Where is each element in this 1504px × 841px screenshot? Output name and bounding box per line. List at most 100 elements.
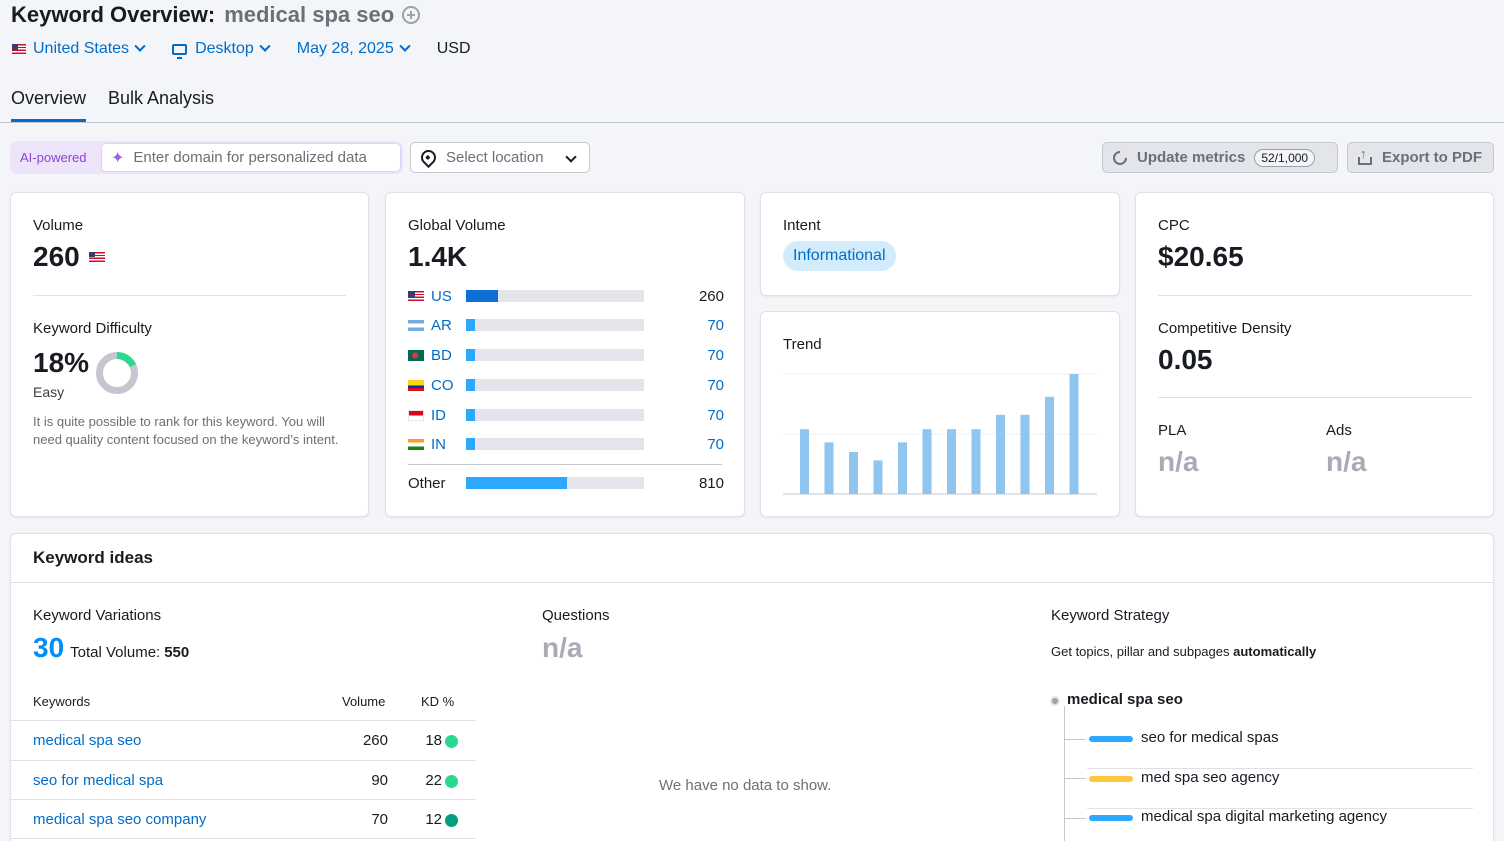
ar-flag-icon	[408, 319, 424, 331]
strategy-item[interactable]: seo for medical spas	[1089, 719, 1473, 759]
trend-bar[interactable]	[947, 429, 956, 494]
tab-bulk-analysis[interactable]: Bulk Analysis	[108, 88, 215, 108]
kd-donut-fill	[96, 352, 138, 394]
intent-label: Intent	[783, 217, 821, 234]
location-placeholder: Select location	[446, 149, 544, 166]
strategy-item-label: med spa seo agency	[1141, 769, 1280, 786]
tree-connector	[1064, 818, 1086, 819]
strategy-root[interactable]: medical spa seo	[1067, 691, 1183, 708]
date-select[interactable]: May 28, 2025	[296, 40, 411, 58]
id-flag-icon	[408, 409, 424, 421]
kd-value: 18%	[33, 347, 90, 378]
us-flag-icon	[88, 251, 105, 263]
keyword-kd: 12	[425, 811, 442, 828]
trend-card: Trend	[760, 311, 1120, 517]
update-metrics-button[interactable]: Update metrics 52/1,000	[1102, 142, 1338, 173]
pla-value: n/a	[1158, 446, 1199, 477]
country-label: United States	[33, 40, 130, 57]
country-row-other: Other 810	[408, 474, 724, 492]
global-volume-card: Global Volume 1.4K US 260 AR 70 BD 70 CO…	[385, 192, 745, 517]
intent-badge[interactable]: Informational	[783, 241, 896, 271]
keyword-link[interactable]: medical spa seo company	[33, 811, 207, 828]
ai-powered-tag: AI-powered	[20, 150, 87, 165]
country-code: ID	[431, 406, 446, 424]
volume-value-wrap: 260	[33, 241, 112, 273]
update-metrics-label: Update metrics	[1137, 149, 1246, 166]
location-pin-icon	[417, 146, 440, 169]
variations-label[interactable]: Keyword Variations	[33, 607, 162, 624]
country-select[interactable]: United States	[12, 40, 146, 58]
trend-bar[interactable]	[849, 452, 858, 494]
trend-bar[interactable]	[922, 429, 932, 494]
desktop-icon	[172, 43, 188, 59]
strategy-item[interactable]: medical spa digital marketing agency	[1089, 798, 1473, 838]
page-title-keyword: medical spa seo	[224, 2, 395, 27]
device-select[interactable]: Desktop	[172, 40, 271, 59]
country-volume: 70	[707, 316, 724, 334]
volume-bar-fill	[466, 290, 498, 302]
chevron-down-icon	[565, 151, 577, 163]
domain-input[interactable]: ✦ Enter domain for personalized data	[101, 143, 401, 172]
kd-label: Keyword Difficulty	[33, 320, 152, 337]
trend-bar[interactable]	[1045, 396, 1054, 494]
trend-bar[interactable]	[1020, 414, 1030, 494]
global-volume-value: 1.4K	[408, 241, 468, 272]
col-volume[interactable]: Volume	[342, 694, 386, 709]
table-row	[11, 838, 476, 841]
trend-bar[interactable]	[800, 429, 809, 494]
co-flag-icon	[408, 379, 424, 391]
strategy-item[interactable]: med spa seo agency	[1089, 759, 1473, 799]
kd-level: Easy	[33, 384, 65, 400]
kd-dot-icon	[445, 775, 458, 788]
country-row-bd[interactable]: BD 70	[408, 346, 724, 364]
trend-bar[interactable]	[1069, 374, 1079, 494]
country-row-in[interactable]: IN 70	[408, 435, 724, 453]
strategy-label[interactable]: Keyword Strategy	[1051, 607, 1170, 624]
strategy-item-bar	[1089, 736, 1133, 742]
trend-bar[interactable]	[824, 442, 834, 494]
kd-dot-icon	[445, 814, 458, 827]
tab-overview[interactable]: Overview	[11, 88, 87, 122]
country-code: Other	[408, 474, 446, 492]
trend-bar[interactable]	[873, 460, 883, 494]
export-pdf-button[interactable]: Export to PDF	[1347, 142, 1494, 173]
country-code: AR	[431, 316, 452, 334]
questions-empty-message: We have no data to show.	[659, 777, 832, 794]
trend-bar[interactable]	[898, 442, 907, 494]
variations-count[interactable]: 30	[33, 632, 65, 663]
intent-card: Intent Informational	[760, 192, 1120, 296]
keyword-kd: 22	[425, 772, 442, 789]
export-label: Export to PDF	[1382, 149, 1482, 166]
country-row-ar[interactable]: AR 70	[408, 316, 724, 334]
volume-bar-track	[466, 477, 644, 489]
date-label: May 28, 2025	[296, 40, 394, 57]
volume-bar-fill	[466, 409, 475, 421]
chevron-down-icon	[259, 40, 271, 52]
ads-label: Ads	[1326, 422, 1352, 439]
add-to-list-icon[interactable]	[402, 6, 421, 24]
country-row-co[interactable]: CO 70	[408, 376, 724, 394]
keyword-link[interactable]: seo for medical spa	[33, 772, 164, 789]
strategy-item-bar	[1089, 776, 1133, 782]
divider	[1158, 397, 1472, 398]
trend-bar[interactable]	[996, 414, 1005, 494]
country-volume: 70	[707, 406, 724, 424]
volume-bar-track	[466, 409, 644, 421]
trend-bar[interactable]	[971, 429, 981, 494]
tree-connector	[1064, 778, 1086, 779]
table-row: medical spa seo 260 18	[11, 720, 476, 760]
keyword-link[interactable]: medical spa seo	[33, 732, 142, 749]
tree-connector	[1064, 739, 1086, 740]
filters-bar: United States Desktop May 28, 2025 USD	[12, 38, 499, 60]
device-label: Desktop	[195, 40, 254, 57]
country-row-us[interactable]: US 260	[408, 287, 724, 305]
location-select[interactable]: Select location	[410, 142, 590, 173]
strategy-subtitle-bold: automatically	[1233, 644, 1317, 659]
col-kd[interactable]: KD %	[421, 694, 455, 709]
global-volume-label: Global Volume	[408, 217, 506, 234]
questions-label[interactable]: Questions	[542, 607, 610, 624]
currency-label: USD	[436, 40, 471, 57]
sparkle-icon: ✦	[111, 149, 125, 167]
country-row-id[interactable]: ID 70	[408, 406, 724, 424]
country-volume: 810	[698, 474, 724, 492]
